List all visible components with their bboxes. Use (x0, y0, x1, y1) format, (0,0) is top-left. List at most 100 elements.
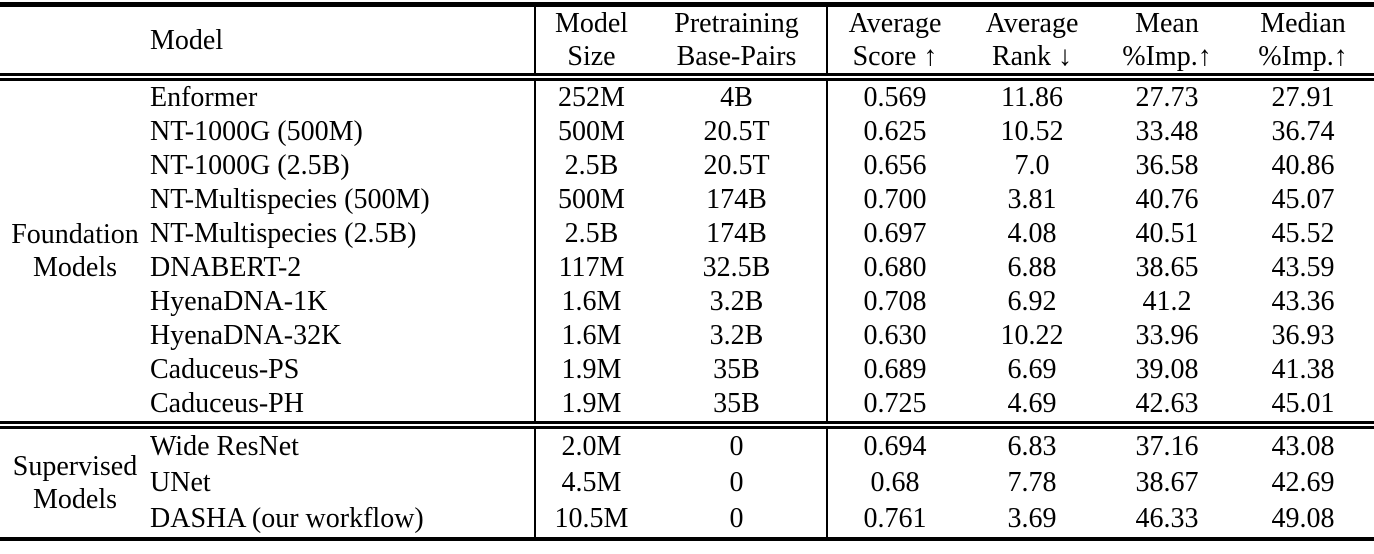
column-header-pretraining-line: Base-Pairs (676, 41, 797, 72)
pretraining-cell: 0 (647, 421, 828, 465)
section-label-line: Foundation (11, 219, 139, 250)
model-name-cell: HyenaDNA-32K (150, 319, 536, 353)
score-cell: 0.569 (863, 82, 927, 113)
model-name-cell: NT-1000G (2.5B) (150, 149, 536, 183)
score-cell: 0.694 (827, 421, 962, 465)
mean-imp-cell: 40.51 (1135, 218, 1199, 249)
column-header-mean_imp-line: %Imp.↑ (1122, 41, 1212, 72)
mean-imp-cell: 41.2 (1142, 286, 1192, 317)
table-row: HyenaDNA-32K 1.6M 3.2B 0.630 10.22 33.96 36.93 (0, 319, 1374, 353)
table-row: NT-Multispecies (2.5B) 2.5B 174B 0.697 4.08 4… (0, 217, 1374, 251)
model-name-cell: NT-Multispecies (500M) (150, 183, 536, 217)
model-name-cell: Enformer (150, 77, 536, 115)
size-cell: 2.5B (564, 150, 619, 181)
table-row: NT-1000G (2.5B) 2.5B 20.5T 0.656 7.0 36.58 40.… (0, 149, 1374, 183)
table-row: Foundation Models Enformer 252M 4B 0.569 11.86… (0, 77, 1374, 283)
model-name-cell: DNABERT-2 (150, 251, 536, 285)
section-label-foundation-models: Foundation Models (0, 77, 150, 425)
rank-cell: 10.52 (1000, 116, 1064, 147)
score-cell: 0.630 (863, 320, 927, 351)
score-cell: 0.689 (863, 354, 927, 385)
column-header-model-line: Model (150, 24, 224, 56)
section-label-line: Supervised (12, 451, 138, 482)
mean-imp-cell: 40.76 (1135, 184, 1199, 215)
column-header-size: Model Size (535, 4, 647, 81)
column-header-median_imp-line: Median (1260, 8, 1346, 39)
score-cell: 0.708 (863, 286, 927, 317)
size-cell: 1.6M (561, 320, 622, 351)
mean-imp-cell: 42.63 (1135, 388, 1199, 419)
table-row: DNABERT-2 117M 32.5B 0.680 6.88 38.65 43.59 (0, 251, 1374, 285)
median-imp-cell: 43.59 (1271, 252, 1335, 283)
table-row: NT-Multispecies (500M) 500M 174B 0.700 3.81 4… (0, 183, 1374, 217)
rank-cell: 11.86 (1001, 82, 1063, 113)
model-name-cell: Caduceus-PH (150, 387, 536, 425)
median-imp-cell: 27.91 (1271, 82, 1335, 113)
mean-imp-cell: 37.16 (1102, 421, 1232, 465)
column-header-mean_imp-line: Mean (1135, 8, 1199, 39)
benchmark-results-table: Model Model Size Pretraining Base-Pairs Avera… (0, 2, 1374, 541)
model-name-cell: NT-Multispecies (2.5B) (150, 217, 536, 251)
pretraining-cell: 35B (647, 353, 828, 387)
column-header-size-line: Model (554, 8, 629, 39)
mean-imp-cell: 33.48 (1135, 116, 1199, 147)
group-column-header (0, 4, 150, 81)
section-label-line: Models (33, 484, 117, 515)
size-cell: 10.5M (554, 503, 629, 534)
mean-imp-cell: 33.96 (1135, 320, 1199, 351)
size-cell: 1.9M (561, 354, 622, 385)
size-cell: 500M (558, 184, 625, 215)
pretraining-cell: 4B (647, 77, 828, 115)
section-label-line: Models (33, 252, 117, 283)
column-header-median_imp-line: %Imp.↑ (1258, 41, 1348, 72)
section-label-supervised-models: Supervised Models (0, 421, 150, 539)
size-cell: 1.6M (561, 286, 622, 317)
section-supervised-models: Supervised Models Wide ResNet 2.0M 0 0.694 6.8… (0, 421, 1374, 539)
size-cell: 117M (558, 252, 625, 283)
column-header-score: Average Score ↑ (827, 4, 962, 81)
rank-cell: 4.08 (1007, 218, 1057, 249)
median-imp-cell: 36.74 (1271, 116, 1335, 147)
column-header-size-line: Size (567, 41, 616, 72)
model-name-cell: Caduceus-PS (150, 353, 536, 387)
pretraining-cell: 20.5T (647, 115, 828, 149)
mean-imp-cell: 39.08 (1135, 354, 1199, 385)
rank-cell: 7.78 (1007, 467, 1057, 498)
score-cell: 0.680 (863, 252, 927, 283)
median-imp-cell: 40.86 (1271, 150, 1335, 181)
score-cell: 0.68 (870, 467, 920, 498)
median-imp-cell: 45.01 (1271, 388, 1335, 419)
score-cell: 0.656 (863, 150, 927, 181)
rank-cell: 3.81 (1007, 184, 1057, 215)
size-cell: 1.9M (561, 388, 622, 419)
size-cell: 500M (558, 116, 625, 147)
mean-imp-cell: 36.58 (1135, 150, 1199, 181)
pretraining-cell: 0 (647, 465, 828, 501)
table-row: HyenaDNA-1K 1.6M 3.2B 0.708 6.92 41.2 43.36 (0, 285, 1374, 319)
column-header-rank-line: Average (985, 8, 1079, 39)
mean-imp-cell: 38.65 (1135, 252, 1199, 283)
table-header: Model Model Size Pretraining Base-Pairs Avera… (0, 4, 1374, 81)
column-header-pretraining: Pretraining Base-Pairs (647, 4, 828, 81)
rank-cell: 6.69 (1007, 354, 1057, 385)
column-header-median_imp: Median %Imp.↑ (1232, 4, 1374, 81)
size-cell: 252M (558, 82, 625, 113)
column-header-pretraining-line: Pretraining (674, 8, 799, 39)
pretraining-cell: 3.2B (647, 319, 828, 353)
rank-cell: 6.83 (962, 421, 1102, 465)
rank-cell: 3.69 (1007, 503, 1057, 534)
mean-imp-cell: 38.67 (1135, 467, 1199, 498)
column-header-score-line: Average (848, 8, 942, 39)
table-row: Caduceus-PS 1.9M 35B 0.689 6.69 39.08 41.38 (0, 353, 1374, 387)
size-cell: 4.5M (561, 467, 622, 498)
section-foundation-models: Foundation Models Enformer 252M 4B 0.569 11.86… (0, 77, 1374, 425)
size-cell: 2.5B (564, 218, 619, 249)
model-name-cell: DASHA (our workflow) (150, 501, 536, 539)
model-name-cell: Wide ResNet (150, 421, 536, 465)
pretraining-cell: 35B (647, 387, 828, 425)
score-cell: 0.761 (863, 503, 927, 534)
pretraining-cell: 3.2B (647, 285, 828, 319)
mean-imp-cell: 27.73 (1135, 82, 1199, 113)
column-header-model: Model (150, 4, 536, 81)
